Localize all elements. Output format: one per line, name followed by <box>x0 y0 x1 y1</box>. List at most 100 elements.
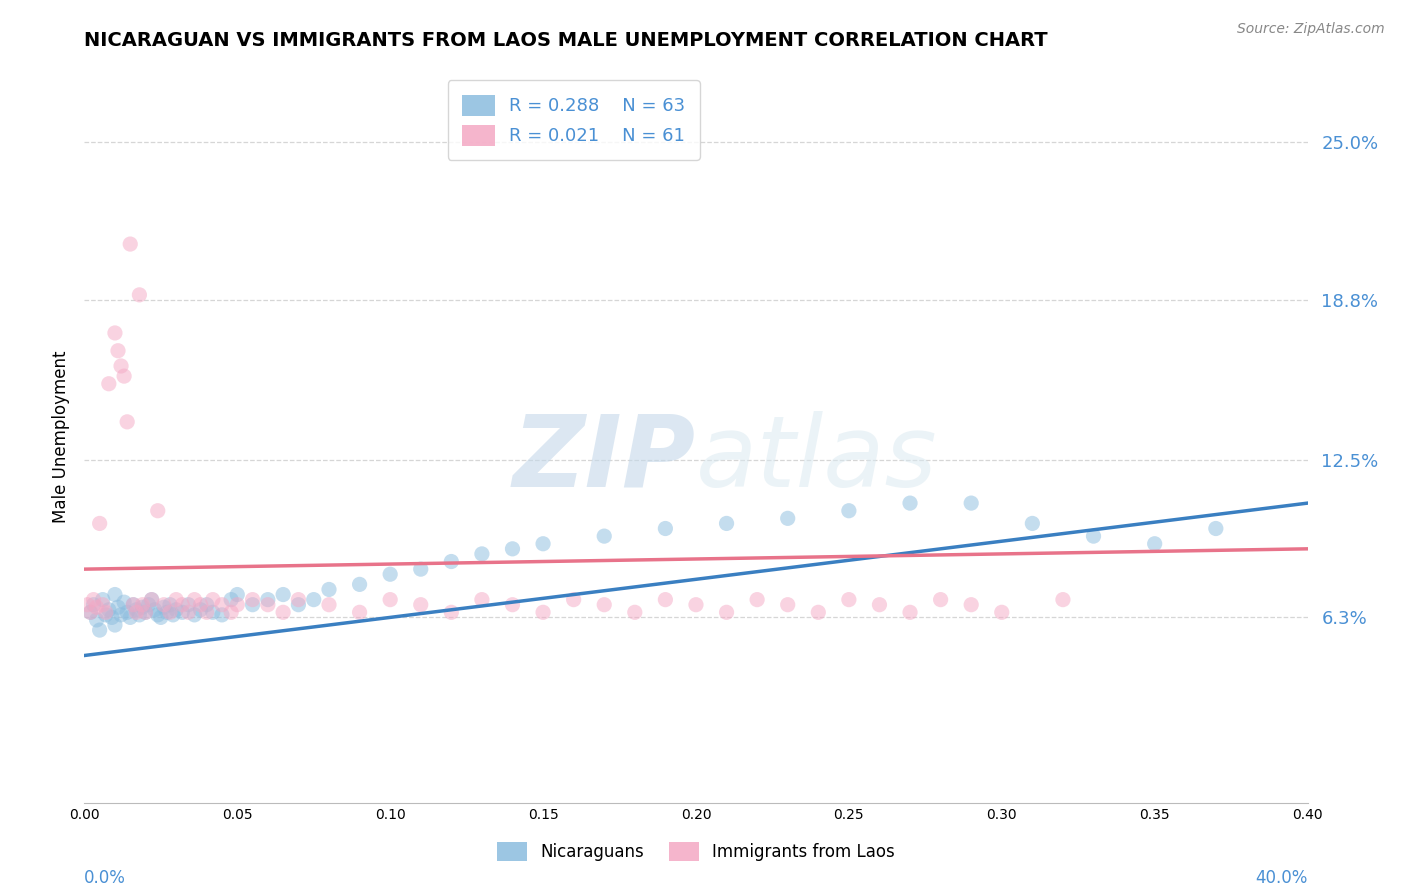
Point <box>1143 537 1166 551</box>
Point <box>654 521 676 535</box>
Point <box>302 592 325 607</box>
Point <box>1083 529 1105 543</box>
Point <box>131 600 153 615</box>
Point <box>165 603 187 617</box>
Point <box>271 605 294 619</box>
Point <box>440 555 463 569</box>
Point <box>135 605 157 619</box>
Text: ZIP: ZIP <box>513 410 696 508</box>
Point <box>747 592 769 607</box>
Point <box>624 605 647 619</box>
Point <box>195 605 218 619</box>
Point <box>138 598 160 612</box>
Point <box>257 592 280 607</box>
Point <box>380 567 402 582</box>
Point <box>128 607 150 622</box>
Point <box>1205 521 1227 535</box>
Point <box>146 607 169 622</box>
Point <box>131 598 153 612</box>
Point <box>97 603 120 617</box>
Point <box>86 613 108 627</box>
Point <box>838 592 860 607</box>
Point <box>776 511 799 525</box>
Point <box>110 607 132 622</box>
Point <box>716 516 738 531</box>
Point <box>125 605 148 619</box>
Point <box>502 598 524 612</box>
Point <box>107 343 129 358</box>
Point <box>104 326 127 340</box>
Point <box>112 595 135 609</box>
Point <box>83 598 105 612</box>
Point <box>219 592 242 607</box>
Point <box>120 237 142 252</box>
Point <box>242 592 264 607</box>
Point <box>471 592 494 607</box>
Point <box>929 592 952 607</box>
Point <box>838 504 860 518</box>
Point <box>183 607 205 622</box>
Point <box>79 605 101 619</box>
Point <box>177 605 200 619</box>
Point <box>593 529 616 543</box>
Point <box>104 588 127 602</box>
Point <box>162 607 184 622</box>
Point <box>409 562 432 576</box>
Point <box>531 537 554 551</box>
Point <box>226 598 249 612</box>
Point <box>172 598 194 612</box>
Point <box>120 610 142 624</box>
Text: Source: ZipAtlas.com: Source: ZipAtlas.com <box>1237 22 1385 37</box>
Point <box>86 600 108 615</box>
Point <box>807 605 830 619</box>
Point <box>128 288 150 302</box>
Point <box>156 605 179 619</box>
Point <box>149 610 172 624</box>
Point <box>141 592 163 607</box>
Point <box>115 415 138 429</box>
Point <box>593 598 616 612</box>
Point <box>318 582 340 597</box>
Point <box>110 359 132 373</box>
Point <box>502 541 524 556</box>
Point <box>562 592 585 607</box>
Point <box>201 605 224 619</box>
Point <box>172 605 194 619</box>
Point <box>960 496 983 510</box>
Point <box>201 592 224 607</box>
Point <box>195 598 218 612</box>
Point <box>83 592 105 607</box>
Point <box>242 598 264 612</box>
Point <box>177 598 200 612</box>
Point <box>226 588 249 602</box>
Point <box>122 598 145 612</box>
Point <box>190 598 212 612</box>
Point <box>91 598 114 612</box>
Point <box>776 598 799 612</box>
Point <box>869 598 891 612</box>
Point <box>271 588 294 602</box>
Point <box>135 605 157 619</box>
Point <box>125 603 148 617</box>
Text: atlas: atlas <box>696 410 938 508</box>
Point <box>146 504 169 518</box>
Point <box>685 598 707 612</box>
Point <box>141 592 163 607</box>
Point <box>97 376 120 391</box>
Point <box>219 605 242 619</box>
Point <box>153 600 176 615</box>
Point <box>143 603 166 617</box>
Point <box>115 605 138 619</box>
Point <box>211 607 233 622</box>
Point <box>211 598 233 612</box>
Point <box>409 598 432 612</box>
Point <box>898 496 921 510</box>
Point <box>190 603 212 617</box>
Point <box>318 598 340 612</box>
Point <box>287 598 309 612</box>
Point <box>107 600 129 615</box>
Point <box>531 605 554 619</box>
Point <box>960 598 983 612</box>
Point <box>380 592 402 607</box>
Point <box>104 618 127 632</box>
